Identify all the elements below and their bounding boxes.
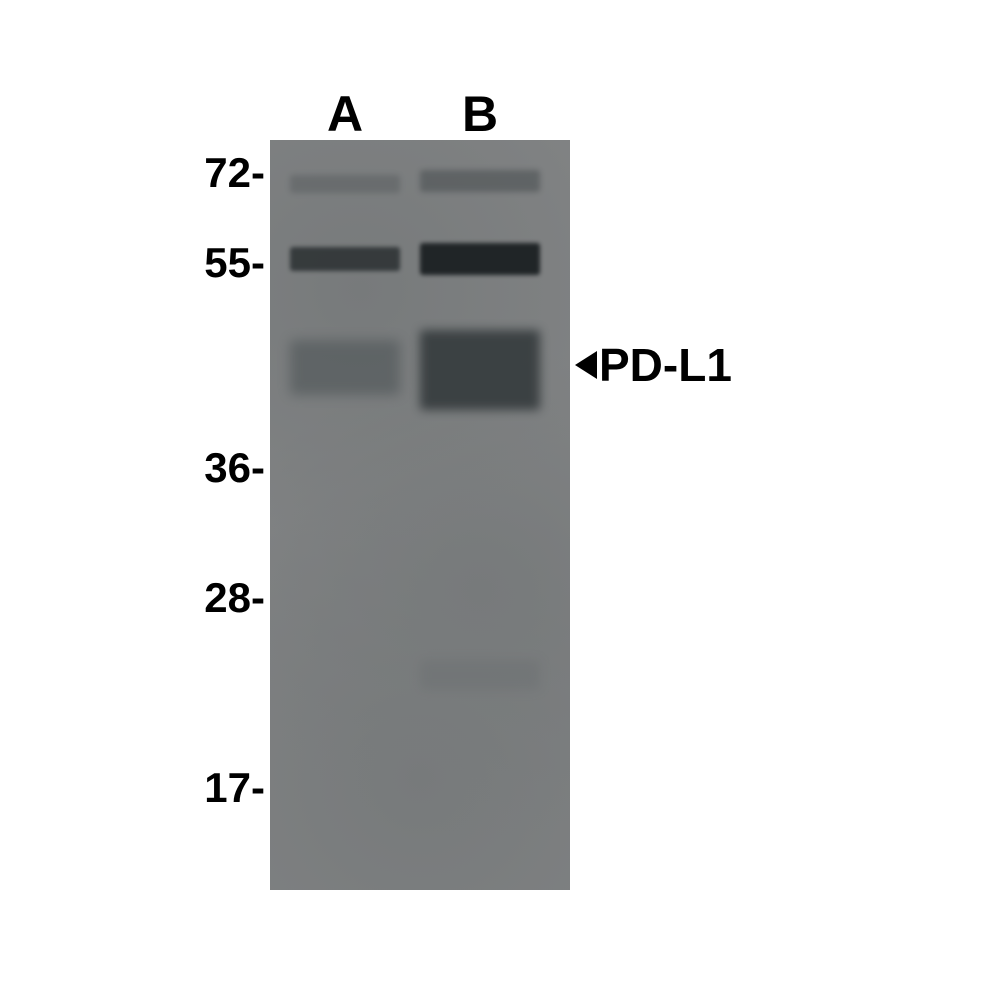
band bbox=[290, 175, 400, 193]
band bbox=[420, 330, 540, 410]
band bbox=[290, 247, 400, 271]
blot-membrane bbox=[270, 140, 570, 890]
target-text: PD-L1 bbox=[599, 338, 732, 392]
mw-marker-label: 17- bbox=[204, 764, 265, 812]
lane-label: B bbox=[450, 85, 510, 143]
mw-marker-label: 28- bbox=[204, 574, 265, 622]
band bbox=[420, 243, 540, 275]
target-label: PD-L1 bbox=[575, 338, 732, 392]
band bbox=[420, 170, 540, 192]
band bbox=[420, 660, 540, 690]
arrowhead-icon bbox=[575, 351, 597, 379]
band bbox=[290, 340, 400, 395]
lane-label: A bbox=[315, 85, 375, 143]
mw-marker-label: 36- bbox=[204, 444, 265, 492]
mw-marker-label: 72- bbox=[204, 149, 265, 197]
mw-marker-label: 55- bbox=[204, 239, 265, 287]
